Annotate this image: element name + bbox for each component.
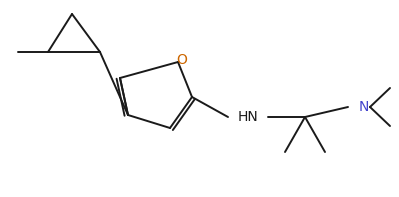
- Text: O: O: [177, 53, 188, 67]
- Text: HN: HN: [238, 110, 259, 124]
- Text: N: N: [359, 100, 369, 114]
